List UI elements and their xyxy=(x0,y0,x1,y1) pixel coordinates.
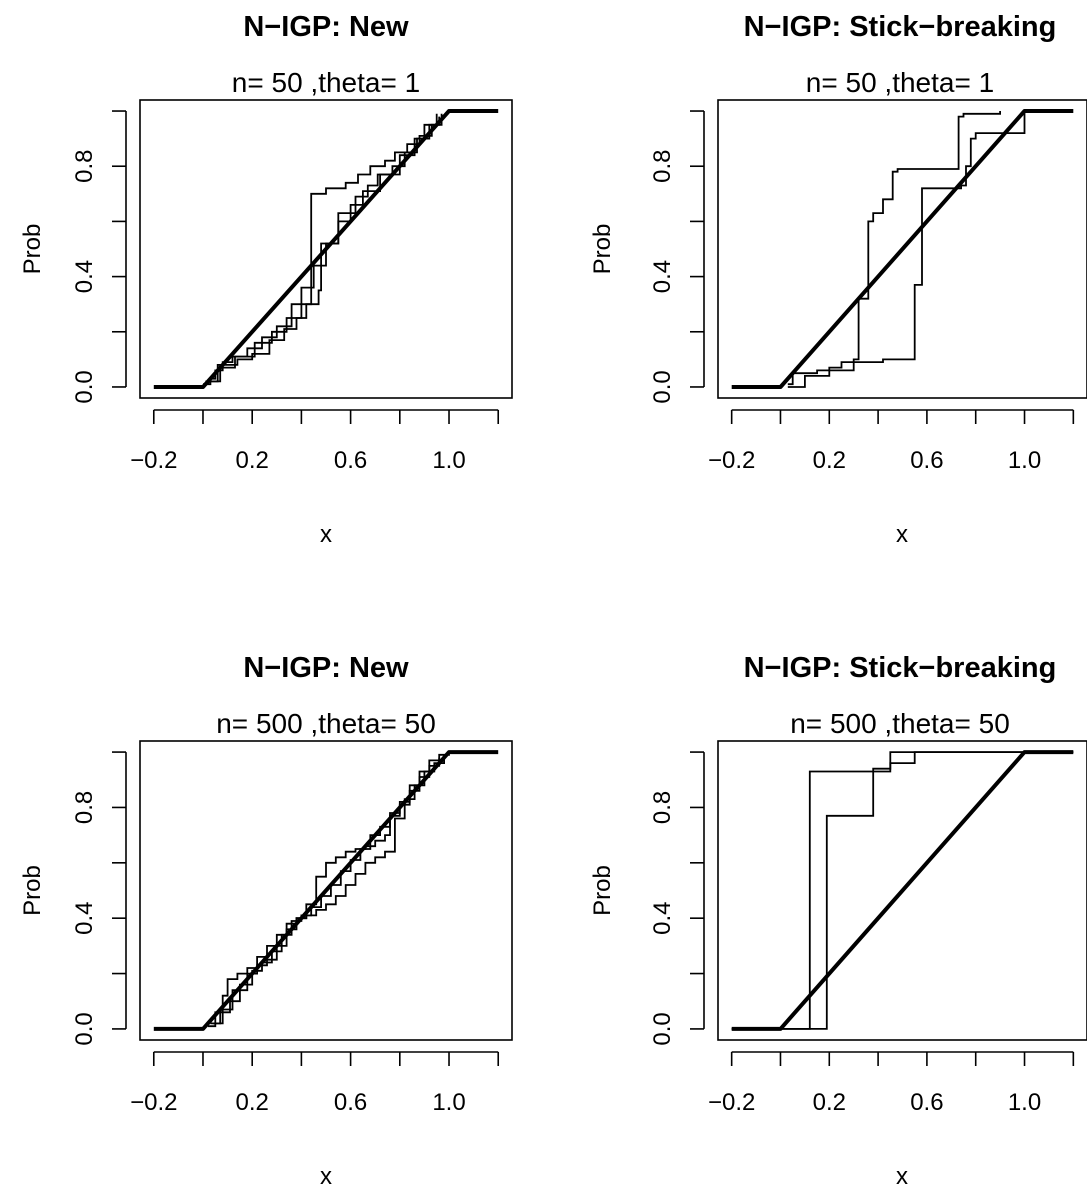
x-tick-label: −0.2 xyxy=(708,1089,755,1116)
x-axis-label: x xyxy=(896,521,908,548)
x-tick-label: −0.2 xyxy=(130,447,177,474)
panel-4: N−IGP: Stick−breaking n= 500 ,theta= 50 −0… xyxy=(589,652,1087,1189)
series-line-thick xyxy=(731,109,1074,389)
x-tick-label: 1.0 xyxy=(432,1089,465,1116)
y-tick-label: 0.4 xyxy=(649,260,676,293)
series-step-2 xyxy=(731,751,1074,1030)
x-tick-label: 1.0 xyxy=(1008,1089,1041,1116)
series-line-thick xyxy=(731,750,1074,1031)
series-group xyxy=(731,750,1074,1031)
y-tick-label: 0.0 xyxy=(649,370,676,403)
chart-subtitle: n= 500 ,theta= 50 xyxy=(790,708,1010,739)
panel-1: N−IGP: New n= 50 ,theta= 1 −0.2 0.2 0.6 1.0 0.… xyxy=(19,11,513,548)
series-step-2 xyxy=(205,113,443,383)
series-group xyxy=(731,109,1074,389)
series-group xyxy=(153,750,499,1031)
series-group xyxy=(153,109,499,389)
x-tick-label: 0.6 xyxy=(334,1089,367,1116)
x-tick-label: 0.2 xyxy=(813,1089,846,1116)
chart-title: N−IGP: New xyxy=(243,11,409,43)
y-tick-label: 0.4 xyxy=(71,901,98,934)
y-tick-label: 0.4 xyxy=(649,901,676,934)
series-step-1 xyxy=(203,113,438,386)
x-tick-label: −0.2 xyxy=(130,1089,177,1116)
chart-subtitle: n= 50 ,theta= 1 xyxy=(806,67,994,98)
panel-3: N−IGP: New n= 500 ,theta= 50 −0.2 0.2 0.6 1.0… xyxy=(19,652,513,1189)
y-tick-label: 0.0 xyxy=(71,1012,98,1045)
chart-subtitle: n= 50 ,theta= 1 xyxy=(232,67,420,98)
x-tick-label: 0.6 xyxy=(334,447,367,474)
x-tick-label: 1.0 xyxy=(1008,447,1041,474)
chart-subtitle: n= 500 ,theta= 50 xyxy=(216,708,436,739)
series-step-1 xyxy=(787,111,1001,386)
x-axis-label: x xyxy=(896,1163,908,1189)
y-tick-label: 0.8 xyxy=(71,791,98,824)
y-tick-label: 0.0 xyxy=(71,370,98,403)
y-axis-label: Prob xyxy=(19,865,46,916)
series-line-thick xyxy=(153,750,499,1031)
x-tick-label: 0.2 xyxy=(236,1089,269,1116)
y-tick-label: 0.8 xyxy=(71,150,98,183)
panel-2: N−IGP: Stick−breaking n= 50 ,theta= 1 −0.2… xyxy=(589,11,1087,548)
y-axis-label: Prob xyxy=(589,865,616,916)
x-tick-label: 0.6 xyxy=(910,1089,943,1116)
x-tick-label: 0.6 xyxy=(910,447,943,474)
y-tick-label: 0.4 xyxy=(71,260,98,293)
plot-box xyxy=(717,99,1087,399)
y-tick-label: 0.0 xyxy=(649,1012,676,1045)
chart-title: N−IGP: New xyxy=(243,652,409,684)
plot-box xyxy=(139,99,513,399)
x-tick-label: −0.2 xyxy=(708,447,755,474)
series-step-3 xyxy=(212,757,441,1025)
plot-box xyxy=(139,740,513,1041)
series-step-3 xyxy=(207,116,441,383)
x-tick-label: 0.2 xyxy=(236,447,269,474)
y-axis-label: Prob xyxy=(589,224,616,275)
x-axis-label: x xyxy=(320,1163,332,1189)
x-axis-label: x xyxy=(320,521,332,548)
series-step-2 xyxy=(787,111,1026,388)
y-tick-label: 0.8 xyxy=(649,791,676,824)
chart-title: N−IGP: Stick−breaking xyxy=(744,652,1057,684)
chart-title: N−IGP: Stick−breaking xyxy=(744,11,1057,43)
y-tick-label: 0.8 xyxy=(649,150,676,183)
plot-box xyxy=(717,740,1087,1041)
y-axis-label: Prob xyxy=(19,224,46,275)
series-step-2 xyxy=(210,754,445,1025)
x-tick-label: 1.0 xyxy=(432,447,465,474)
x-tick-label: 0.2 xyxy=(813,447,846,474)
